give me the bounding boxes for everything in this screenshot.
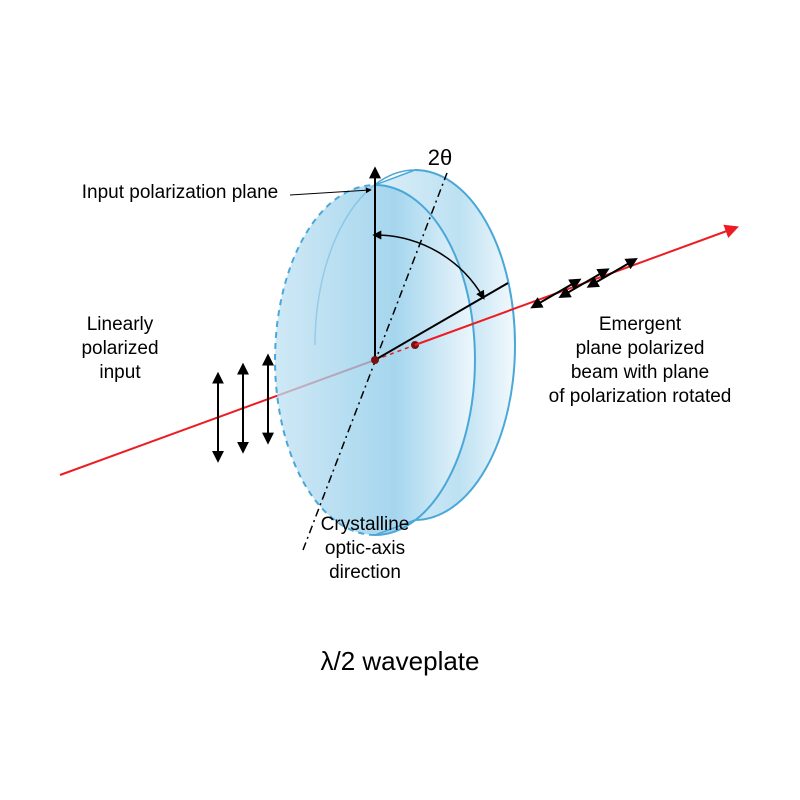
svg-text:direction: direction bbox=[329, 562, 401, 583]
svg-text:input: input bbox=[99, 362, 141, 383]
svg-text:λ/2 waveplate: λ/2 waveplate bbox=[321, 646, 480, 676]
waveplate-diagram: Linearly polarized input Input polarization… bbox=[0, 0, 800, 800]
svg-text:plane polarized: plane polarized bbox=[576, 338, 705, 359]
svg-text:optic-axis: optic-axis bbox=[325, 538, 405, 559]
svg-text:beam with plane: beam with plane bbox=[571, 362, 709, 383]
svg-text:polarized: polarized bbox=[81, 338, 158, 359]
svg-text:Linearly: Linearly bbox=[87, 314, 154, 335]
svg-text:Crystalline: Crystalline bbox=[321, 514, 410, 535]
diagram-root: Linearly polarized input Input polarization… bbox=[0, 0, 800, 800]
svg-text:Emergent: Emergent bbox=[599, 314, 682, 335]
front-center-dot bbox=[371, 356, 379, 364]
svg-text:Input polarization plane: Input polarization plane bbox=[82, 182, 278, 203]
svg-text:2θ: 2θ bbox=[428, 145, 452, 170]
svg-text:of polarization rotated: of polarization rotated bbox=[549, 386, 732, 407]
